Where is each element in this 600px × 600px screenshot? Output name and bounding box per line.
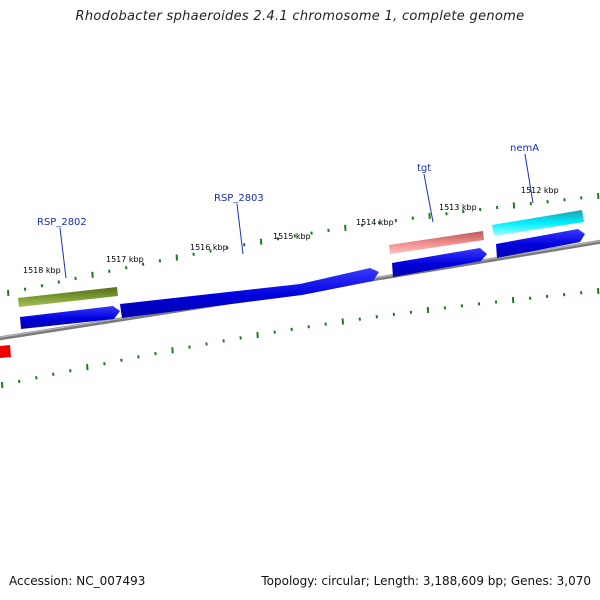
tick-label-1513: 1513 kbp xyxy=(439,203,477,212)
gene-label-rsp2802[interactable]: RSP_2802 xyxy=(37,217,87,228)
tick-label-1518: 1518 kbp xyxy=(23,266,61,275)
cds-arrow-3[interactable] xyxy=(392,248,487,277)
leader-nema xyxy=(524,153,534,204)
genome-stats-text: Topology: circular; Length: 3,188,609 bp… xyxy=(261,574,591,588)
tick-label-1512: 1512 kbp xyxy=(521,186,559,195)
gene-olive[interactable] xyxy=(18,287,118,307)
cds-arrow-4[interactable] xyxy=(496,229,585,258)
outer-tick-marks xyxy=(7,192,600,297)
leader-rsp2803 xyxy=(236,203,244,255)
tick-label-1514: 1514 kbp xyxy=(356,218,394,227)
leader-tgt xyxy=(423,173,434,223)
gene-label-nema[interactable]: nemA xyxy=(510,143,539,154)
tick-label-1516: 1516 kbp xyxy=(190,243,228,252)
tick-label-1515: 1515 kbp xyxy=(273,232,311,241)
gene-label-tgt[interactable]: tgt xyxy=(417,163,431,174)
inner-tick-marks xyxy=(1,287,600,389)
tick-label-1517: 1517 kbp xyxy=(106,255,144,264)
cds-arrow-2[interactable] xyxy=(120,268,379,318)
map-title: Rhodobacter sphaeroides 2.4.1 chromosome… xyxy=(75,9,525,24)
cds-arrow-1[interactable] xyxy=(20,306,120,329)
leader-rsp2802 xyxy=(59,227,67,279)
accession-text: Accession: NC_007493 xyxy=(9,574,146,588)
gene-label-rsp2803[interactable]: RSP_2803 xyxy=(214,193,264,204)
gene-cyan[interactable] xyxy=(492,210,584,236)
gene-salmon[interactable] xyxy=(389,231,484,254)
gene-red[interactable] xyxy=(0,345,11,358)
